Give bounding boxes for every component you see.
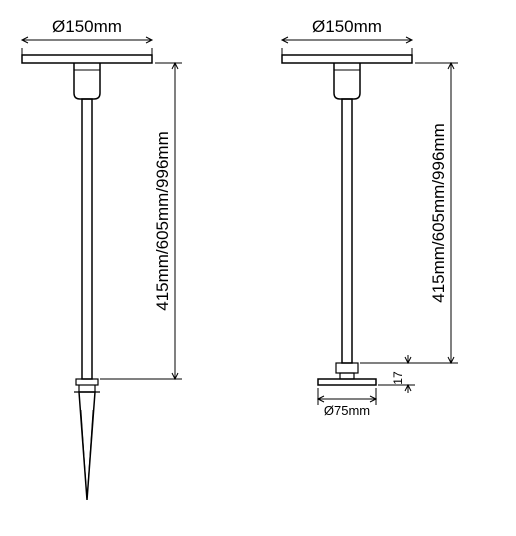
height-dimension-left: 415mm/605mm/996mm	[100, 63, 182, 379]
top-cap-left	[22, 55, 152, 63]
base-plate-right	[318, 379, 376, 385]
top-cap-right	[282, 55, 412, 63]
height-label-left: 415mm/605mm/996mm	[153, 131, 172, 311]
pole-right	[342, 99, 352, 363]
base-diameter-dimension-right: Ø75mm	[318, 388, 376, 418]
collar-right	[334, 63, 360, 99]
base-height-dimension-right: 17	[378, 355, 415, 393]
height-dimension-right: 415mm/605mm/996mm	[360, 63, 458, 363]
base-height-label-right: 17	[391, 371, 405, 385]
spike-collar-left	[74, 379, 100, 392]
left-variant: Ø150mm 415mm/605mm/996mm	[22, 17, 182, 500]
top-diameter-dimension-left: Ø150mm	[22, 17, 152, 58]
right-variant: Ø150mm 415mm/605mm/996mm	[282, 17, 458, 418]
pole-left	[82, 99, 92, 379]
spike-inner-left	[81, 410, 93, 500]
collar-left	[74, 63, 100, 99]
foot-right	[336, 363, 358, 379]
spike-left	[79, 392, 95, 500]
top-diameter-label-right: Ø150mm	[312, 17, 382, 36]
base-diameter-label-right: Ø75mm	[324, 403, 370, 418]
top-diameter-dimension-right: Ø150mm	[282, 17, 412, 58]
top-diameter-label-left: Ø150mm	[52, 17, 122, 36]
height-label-right: 415mm/605mm/996mm	[429, 123, 448, 303]
dimension-drawing: Ø150mm 415mm/605mm/996mm	[0, 0, 516, 536]
